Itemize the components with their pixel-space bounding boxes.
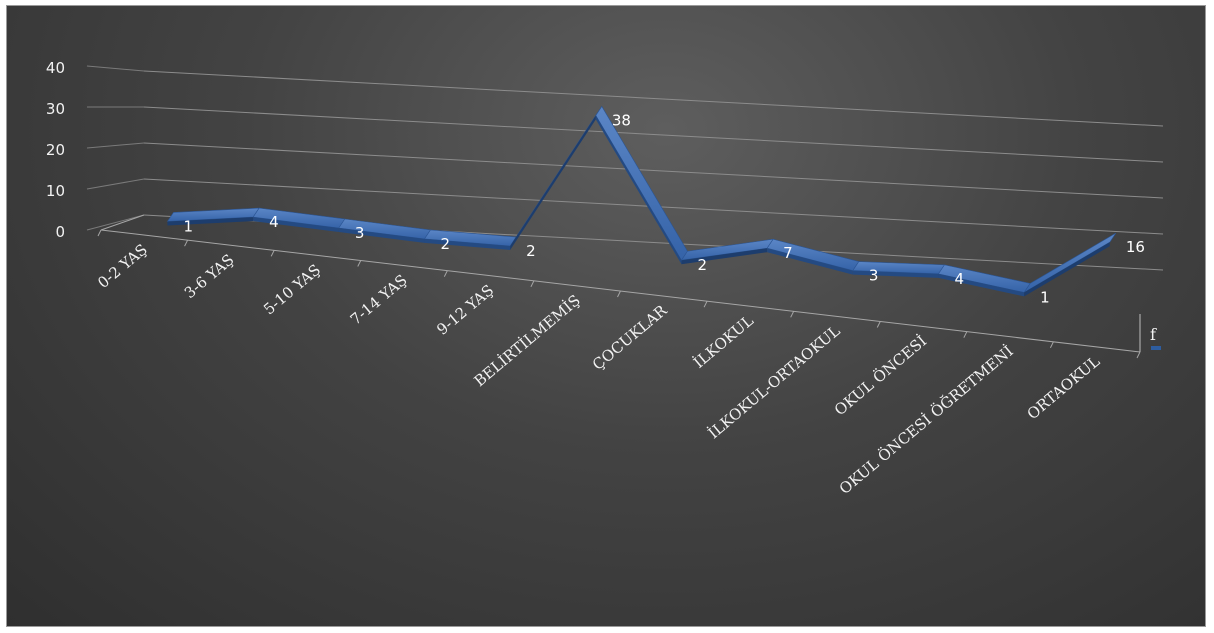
legend-label: f [1150, 325, 1157, 344]
series-segment-side [852, 270, 939, 278]
data-label: 3 [869, 267, 879, 285]
data-labels: 1 4 3 2 2 38 2 7 3 4 1 16 [183, 111, 1144, 306]
x-tick [357, 260, 362, 267]
category-label: OKUL ÖNCESİ ÖĞRETMENİ [836, 342, 1017, 498]
x-tick [790, 311, 795, 318]
x-tick [184, 239, 189, 247]
category-label: 7-14 YAŞ [347, 271, 411, 329]
category-label: ORTAOKUL [1024, 352, 1104, 423]
data-label: 3 [355, 224, 365, 242]
y-tick-label: 0 [55, 223, 65, 241]
category-label: OKUL ÖNCESİ [831, 332, 930, 419]
data-label: 1 [1040, 288, 1050, 306]
data-label: 4 [269, 213, 279, 231]
category-label: ÇOCUKLAR [589, 301, 671, 374]
series-segment-side [767, 248, 853, 275]
data-label: 38 [612, 111, 631, 129]
gridline-side [86, 142, 145, 149]
series-segment-side [510, 115, 596, 251]
gridline [143, 70, 1164, 127]
legend: f [1139, 314, 1161, 352]
x-tick [617, 290, 621, 298]
series-ribbon [166, 105, 1117, 297]
series-segment-side [253, 217, 339, 233]
x-tick [963, 331, 968, 338]
floor-edge [100, 214, 145, 231]
category-label: 9-12 YAŞ [433, 281, 497, 339]
data-label: 1 [183, 217, 193, 235]
y-tick-label: 10 [46, 182, 65, 200]
series-segment-side [167, 217, 254, 226]
category-label: 3-6 YAŞ [181, 251, 238, 303]
x-tick [1049, 341, 1054, 349]
x-tick [876, 321, 881, 328]
data-label: 16 [1126, 238, 1145, 256]
gridline-side [86, 178, 145, 190]
x-tick [443, 270, 448, 277]
legend-swatch [1151, 346, 1161, 350]
gridline-side [86, 65, 145, 72]
x-tick [703, 300, 708, 308]
chart-area: 0 10 20 30 40 1 4 3 2 2 38 2 7 3 4 1 16 0-2 YAŞ 3-6 YAŞ 5… [6, 5, 1206, 627]
data-label: 2 [697, 256, 707, 274]
x-tick [97, 229, 102, 237]
series-segment-side [938, 273, 1025, 297]
y-axis: 0 10 20 30 40 [46, 59, 65, 241]
x-tick [530, 280, 535, 288]
series-segment-side [595, 115, 682, 265]
x-tick [270, 250, 275, 257]
y-tick-label: 40 [46, 59, 65, 77]
series-segment-side [681, 248, 768, 265]
x-axis [97, 214, 1141, 359]
category-label: 0-2 YAŞ [94, 240, 151, 292]
y-tick-label: 30 [46, 100, 65, 118]
category-label: BELİRTİLMEMİŞ [471, 291, 584, 390]
data-label: 2 [440, 235, 450, 253]
line-chart-3d: 0 10 20 30 40 1 4 3 2 2 38 2 7 3 4 1 16 0-2 YAŞ 3-6 YAŞ 5… [46, 59, 1164, 498]
category-label: 5-10 YAŞ [260, 261, 324, 319]
gridline [143, 106, 1164, 163]
data-label: 7 [783, 244, 793, 262]
series-segment-side [424, 238, 511, 251]
y-tick-label: 20 [46, 141, 65, 159]
data-label: 2 [526, 242, 536, 260]
category-label: İLKOKUL [690, 312, 757, 372]
series-segment-top [595, 105, 688, 261]
data-label: 4 [954, 270, 964, 288]
gridline [143, 142, 1164, 199]
x-tick [1136, 351, 1141, 359]
gridline-side [86, 214, 145, 231]
series-segment-side [338, 228, 425, 243]
series-segment-side [1024, 242, 1110, 297]
